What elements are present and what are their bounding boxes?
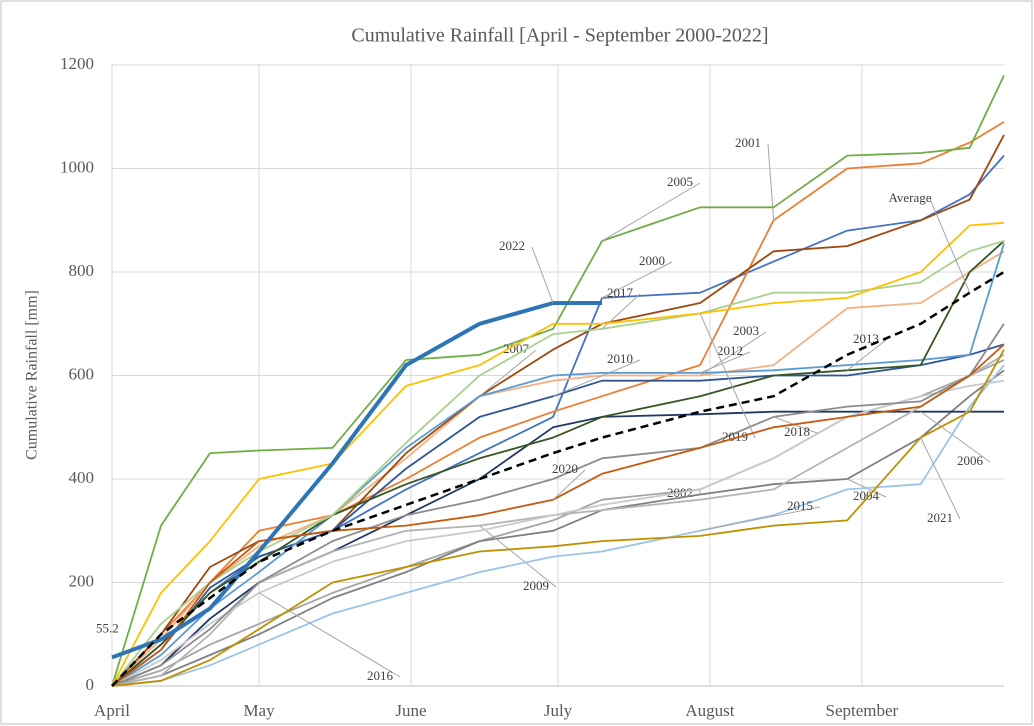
y-tick-label: 200 <box>69 571 95 590</box>
series-line <box>111 221 1005 687</box>
leader-line <box>699 313 756 439</box>
y-tick-label: 800 <box>69 261 95 280</box>
leader-line <box>552 359 641 397</box>
leader-line <box>479 525 557 588</box>
series-label: 2013 <box>853 331 879 346</box>
series-label: 2018 <box>784 424 810 439</box>
series-label: 2000 <box>639 253 665 268</box>
leader-line <box>601 261 673 299</box>
series-label: 2012 <box>717 343 743 358</box>
series-line <box>111 250 1005 687</box>
series-label: 2010 <box>607 351 633 366</box>
series-line <box>111 323 1005 687</box>
series-label: 2001 <box>735 135 761 150</box>
series-label: 2009 <box>523 578 549 593</box>
series-label: 2005 <box>667 174 693 189</box>
leader-line <box>846 339 887 371</box>
leader-line <box>920 411 991 463</box>
y-tick-label: 0 <box>86 675 95 694</box>
series-line <box>111 240 1005 687</box>
series-label: 2017 <box>607 285 634 300</box>
series-line <box>111 270 1005 687</box>
leader-line <box>531 246 554 304</box>
series-line <box>111 240 1005 687</box>
series-line <box>111 75 1005 687</box>
x-tick-label: July <box>544 701 573 720</box>
series-line <box>111 369 1005 687</box>
series-label: 2016 <box>367 668 394 683</box>
y-tick-label: 400 <box>69 468 95 487</box>
leader-line <box>929 198 971 293</box>
leader-line <box>258 592 401 678</box>
y-tick-label: 600 <box>69 364 95 383</box>
x-tick-label: June <box>395 701 426 720</box>
series-label: 2021 <box>927 510 953 525</box>
leader-line <box>479 349 537 397</box>
series-line <box>111 243 1005 687</box>
series-label: 2015 <box>787 498 813 513</box>
x-tick-label: August <box>685 701 734 720</box>
y-tick-label: 1000 <box>60 157 94 176</box>
series-line <box>111 364 1005 687</box>
series-line <box>111 301 603 660</box>
series-line <box>111 410 1004 687</box>
x-tick-label: September <box>826 701 899 720</box>
series-label: 2003 <box>733 323 759 338</box>
series-line <box>111 134 1005 687</box>
series-label: 2022 <box>499 238 525 253</box>
y-tick-label: 1200 <box>60 54 94 73</box>
chart-title: Cumulative Rainfall [April - September 2… <box>351 25 768 47</box>
series-line <box>111 155 1005 687</box>
series-line <box>111 349 1005 687</box>
series-label: 2007 <box>503 341 530 356</box>
series-label: 2020 <box>552 461 578 476</box>
x-tick-label: May <box>243 701 275 720</box>
series-label: 2004 <box>853 488 880 503</box>
series-label: Average <box>888 190 931 205</box>
leader-line <box>700 506 821 532</box>
leader-line <box>699 351 751 374</box>
leader-line <box>920 437 961 520</box>
leader-line <box>552 469 586 501</box>
leader-line <box>601 182 701 242</box>
series-label: 2006 <box>957 453 984 468</box>
data-label: 55.2 <box>96 620 119 635</box>
x-tick-label: April <box>94 701 130 720</box>
y-axis-label: Cumulative Rainfall [mm] <box>24 290 41 460</box>
series-line <box>111 121 1005 687</box>
